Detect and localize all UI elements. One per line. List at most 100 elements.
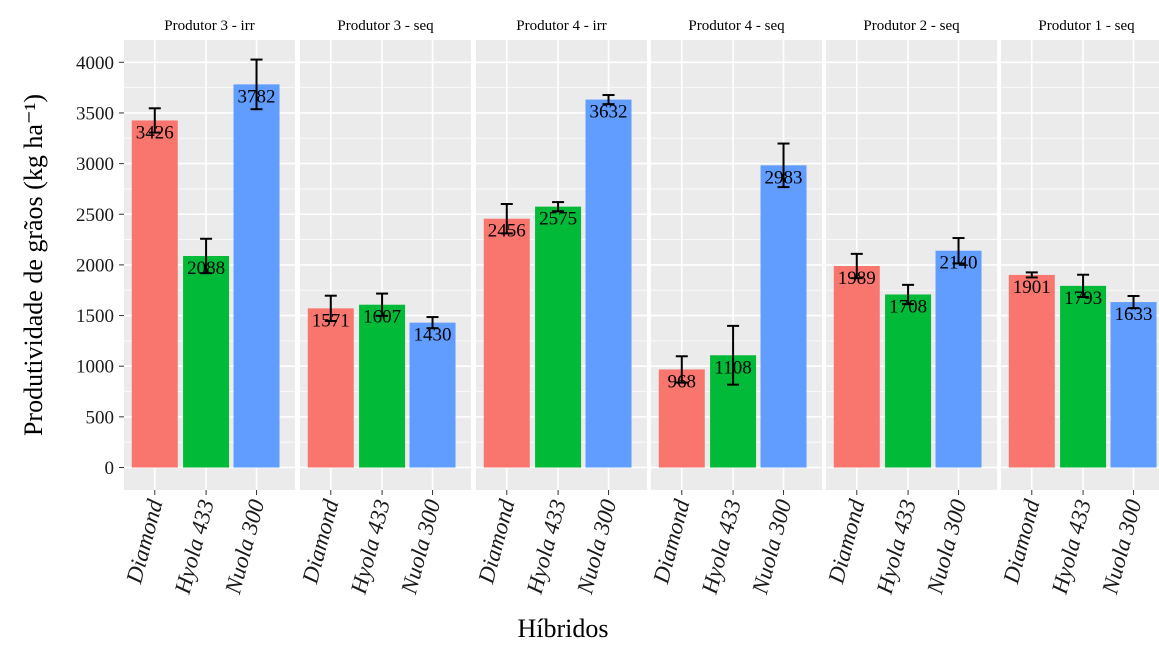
facet-strip-label: Produtor 3 - seq (337, 18, 434, 34)
error-bar (1025, 271, 1038, 279)
bar-diamond (307, 308, 354, 468)
facet-strip-label: Produtor 4 - seq (688, 18, 785, 34)
bar-nuola-300 (233, 84, 280, 468)
y-axis-title: Produtividade de grãos (kg ha⁻¹) (19, 94, 48, 436)
bar-hyola-433 (1060, 285, 1107, 468)
bar-nuola-300 (935, 250, 982, 468)
facet-strip-label: Produtor 4 - irr (516, 18, 606, 34)
x-tick-label: Diamond (297, 496, 344, 587)
error-bar (148, 107, 161, 134)
y-tick-label: 1000 (76, 357, 114, 378)
x-tick-label: Diamond (648, 496, 695, 587)
x-tick-label: Diamond (823, 496, 870, 587)
bar-value-label: 1793 (1064, 288, 1102, 309)
bar-diamond (1008, 274, 1055, 468)
x-tick-label: Diamond (473, 496, 520, 587)
x-tick-label: Hyola 433 (346, 497, 395, 598)
facet-panel: Produtor 3 - seq 1571 Diamond 1607 Hyola 433… (297, 10, 471, 597)
bar-value-label: 2140 (940, 253, 978, 274)
y-tick-label: 3500 (76, 103, 114, 124)
bar-nuola-300 (760, 165, 807, 468)
bar-value-label: 2983 (765, 167, 803, 188)
x-tick-label: Diamond (121, 496, 168, 587)
bar-value-label: 1607 (363, 307, 401, 328)
bar-hyola-433 (885, 294, 932, 468)
bar-value-label: 1708 (889, 296, 927, 317)
error-bar (602, 94, 615, 106)
x-tick-label: Hyola 433 (1047, 497, 1096, 598)
bar-value-label: 2088 (187, 258, 225, 279)
error-bar (727, 324, 740, 386)
facet-strip (476, 10, 647, 40)
error-bar (1127, 294, 1140, 310)
facet-strip (1001, 10, 1159, 40)
x-tick-label: Nuola 300 (396, 496, 446, 597)
error-bar (426, 316, 439, 330)
bar-diamond (483, 218, 530, 468)
facet-panel: Produtor 2 - seq 1989 Diamond 1708 Hyola 433… (823, 10, 997, 597)
bar-hyola-433 (359, 304, 406, 468)
x-tick-label: Nuola 300 (747, 496, 797, 597)
error-bar (376, 292, 389, 317)
y-tick-label: 1500 (76, 306, 114, 327)
bar-nuola-300 (1110, 302, 1157, 468)
bar-value-label: 2456 (488, 221, 526, 242)
bar-nuola-300 (585, 99, 632, 468)
bar-value-label: 1989 (838, 268, 876, 289)
bar-value-label: 1430 (414, 325, 452, 346)
bar-value-label: 2575 (539, 209, 577, 230)
x-tick-label: Hyola 433 (170, 497, 219, 598)
error-bar (1077, 273, 1090, 299)
error-bar (952, 237, 965, 265)
x-tick-label: Hyola 433 (697, 497, 746, 598)
bar-value-label: 968 (668, 371, 697, 392)
error-bar (200, 237, 213, 275)
x-tick-label: Hyola 433 (872, 497, 921, 598)
error-bar (777, 142, 790, 189)
bar-value-label: 1108 (714, 357, 751, 378)
bar-value-label: 3782 (238, 86, 276, 107)
bar-diamond (833, 266, 880, 468)
bar-value-label: 1901 (1013, 277, 1051, 298)
bar-hyola-433 (183, 255, 230, 468)
x-tick-label: Nuola 300 (220, 496, 270, 597)
bar-value-label: 3426 (136, 122, 174, 143)
error-bar (324, 294, 337, 323)
facet-strip (826, 10, 997, 40)
bar-value-label: 1633 (1115, 304, 1153, 325)
bar-diamond (131, 120, 178, 468)
bar-hyola-433 (535, 206, 582, 468)
bar-value-label: 1571 (312, 310, 350, 331)
error-bar (250, 58, 263, 111)
x-tick-label: Diamond (998, 496, 1045, 587)
y-tick-label: 0 (105, 458, 115, 479)
error-bar (552, 201, 565, 213)
facet-panel: Produtor 4 - irr 2456 Diamond 2575 Hyola 433… (473, 10, 647, 597)
facet-strip-label: Produtor 3 - irr (164, 18, 254, 34)
error-bar (902, 283, 915, 306)
y-tick-label: 3000 (76, 154, 114, 175)
error-bar (500, 203, 513, 235)
y-tick-label: 500 (86, 407, 115, 428)
facet-strip (124, 10, 295, 40)
facet-strip (300, 10, 471, 40)
x-tick-label: Hyola 433 (522, 497, 571, 598)
y-tick-label: 2500 (76, 205, 114, 226)
facet-strip (651, 10, 822, 40)
bar-value-label: 3632 (590, 102, 628, 123)
x-axis-title: Híbridos (518, 614, 609, 643)
facet-strip-label: Produtor 1 - seq (1038, 18, 1135, 34)
y-tick-label: 4000 (76, 53, 114, 74)
bar-nuola-300 (409, 322, 456, 468)
facet-panel: Produtor 1 - seq 1901 Diamond 1793 Hyola 433… (998, 10, 1159, 597)
facet-panel: Produtor 3 - irr 3426 Diamond 2088 Hyola 433… (121, 10, 295, 597)
x-tick-label: Nuola 300 (1097, 496, 1147, 597)
bar-diamond (658, 369, 705, 468)
x-tick-label: Nuola 300 (922, 496, 972, 597)
x-tick-label: Nuola 300 (572, 496, 622, 597)
y-tick-label: 2000 (76, 255, 114, 276)
error-bar (675, 355, 688, 384)
facet-panel: Produtor 4 - seq 968 Diamond 1108 Hyola 433 2… (648, 10, 822, 597)
